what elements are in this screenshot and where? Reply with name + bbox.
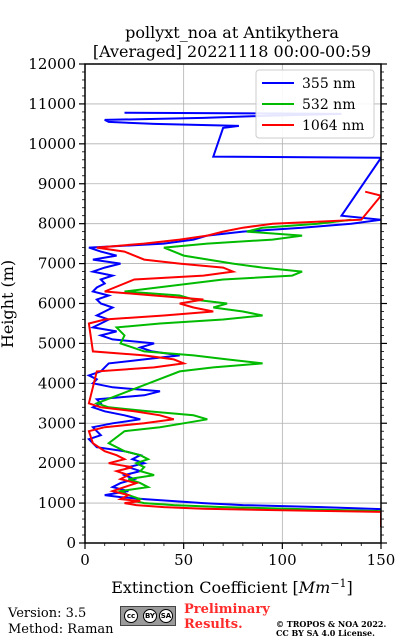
- copyright-line1: © TROPOS & NOA 2022.: [276, 619, 387, 629]
- y-tick-label: 8000: [38, 215, 76, 233]
- y-tick-label: 10000: [28, 135, 76, 153]
- legend: 355 nm 532 nm 1064 nm: [255, 69, 375, 139]
- plot-ticks: [79, 63, 387, 549]
- plot-tick-labels: 0 50 100 150 0 1000 2000 3000 4000 5000 6000 7000 80…: [28, 55, 395, 569]
- y-tick-label: 3000: [38, 414, 76, 432]
- y-tick-label: 5000: [38, 334, 76, 352]
- x-tick-label: 100: [268, 551, 297, 569]
- y-tick-label: 4000: [38, 374, 76, 392]
- y-tick-label: 11000: [28, 95, 76, 113]
- series-line-2: [93, 218, 381, 527]
- legend-label-3: 1064 nm: [302, 118, 364, 134]
- preliminary-line2: Results.: [184, 617, 243, 632]
- x-tick-label: 150: [367, 551, 396, 569]
- cc-icon: cc: [124, 609, 138, 623]
- x-axis-label-close: ]: [347, 578, 353, 597]
- y-tick-label: 6000: [38, 295, 76, 313]
- plot-series: [86, 111, 381, 527]
- y-tick-label: 0: [66, 534, 76, 552]
- y-tick-label: 2000: [38, 454, 76, 472]
- legend-label-2: 532 nm: [302, 97, 355, 113]
- version-text: Version: 3.5: [8, 606, 87, 621]
- y-tick-label: 12000: [28, 55, 76, 73]
- x-axis-label-text: Extinction Coefficient [: [111, 578, 299, 597]
- legend-box: [255, 69, 375, 139]
- chart-subtitle: [Averaged] 20221118 00:00-00:59: [93, 42, 371, 61]
- x-tick-label: 0: [80, 551, 90, 569]
- y-axis-label: Height (m): [0, 260, 17, 348]
- x-axis-label-unit: Mm: [298, 578, 331, 597]
- method-text: Method: Raman: [8, 622, 114, 637]
- x-axis-label-exponent: −1: [330, 577, 346, 590]
- cc-license-badge: cc BY SA: [120, 606, 176, 626]
- preliminary-line1: Preliminary: [184, 602, 270, 617]
- series-line-1: [86, 111, 381, 525]
- series-line-3: [87, 190, 381, 527]
- y-tick-label: 7000: [38, 255, 76, 273]
- legend-label-1: 355 nm: [302, 76, 355, 92]
- copyright-line2: CC BY SA 4.0 License.: [276, 628, 375, 638]
- preliminary-note: Preliminary Results.: [184, 602, 270, 632]
- by-icon: BY: [143, 609, 157, 623]
- copyright-note: © TROPOS & NOA 2022. CC BY SA 4.0 Licens…: [276, 620, 386, 638]
- sa-icon: SA: [159, 609, 173, 623]
- x-axis-label: Extinction Coefficient [Mm−1]: [111, 577, 353, 597]
- x-tick-label: 50: [174, 551, 193, 569]
- y-tick-label: 9000: [38, 175, 76, 193]
- y-tick-label: 1000: [38, 494, 76, 512]
- chart-title: pollyxt_noa at Antikythera: [125, 23, 339, 42]
